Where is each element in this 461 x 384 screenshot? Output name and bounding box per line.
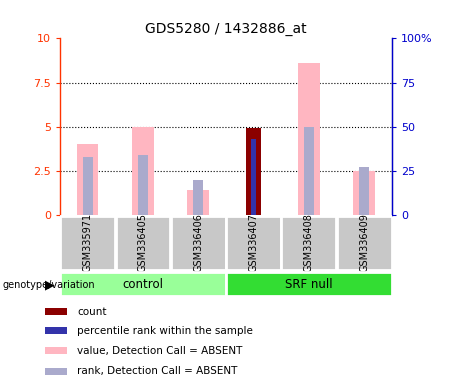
Bar: [45, 347, 67, 354]
Bar: [171, 215, 225, 270]
Text: value, Detection Call = ABSENT: value, Detection Call = ABSENT: [77, 346, 243, 356]
Text: GSM336407: GSM336407: [248, 214, 259, 272]
Bar: [247, 129, 260, 215]
Bar: [282, 215, 336, 270]
Bar: [60, 215, 115, 270]
Bar: [226, 272, 391, 296]
Text: GSM336406: GSM336406: [193, 214, 203, 272]
Title: GDS5280 / 1432886_at: GDS5280 / 1432886_at: [145, 22, 307, 36]
Bar: [116, 215, 170, 270]
Text: genotype/variation: genotype/variation: [2, 280, 95, 290]
Text: rank, Detection Call = ABSENT: rank, Detection Call = ABSENT: [77, 366, 238, 376]
Bar: [45, 328, 67, 334]
Bar: [45, 308, 67, 316]
Text: GSM336408: GSM336408: [304, 214, 314, 272]
Bar: [45, 368, 67, 375]
Text: percentile rank within the sample: percentile rank within the sample: [77, 326, 254, 336]
Bar: [354, 171, 375, 215]
Bar: [83, 157, 93, 215]
Bar: [304, 127, 314, 215]
Bar: [359, 167, 369, 215]
Bar: [77, 144, 98, 215]
Bar: [188, 190, 209, 215]
Bar: [298, 63, 319, 215]
Text: count: count: [77, 307, 107, 317]
Text: control: control: [123, 278, 163, 291]
Bar: [60, 272, 225, 296]
Bar: [193, 180, 203, 215]
Bar: [337, 215, 391, 270]
Bar: [251, 139, 256, 215]
Bar: [138, 155, 148, 215]
Text: ▶: ▶: [45, 279, 54, 292]
Text: SRF null: SRF null: [285, 278, 333, 291]
Text: GSM336405: GSM336405: [138, 214, 148, 272]
Text: GSM336409: GSM336409: [359, 214, 369, 272]
Bar: [226, 215, 281, 270]
Text: GSM335971: GSM335971: [83, 214, 93, 272]
Bar: [132, 127, 154, 215]
